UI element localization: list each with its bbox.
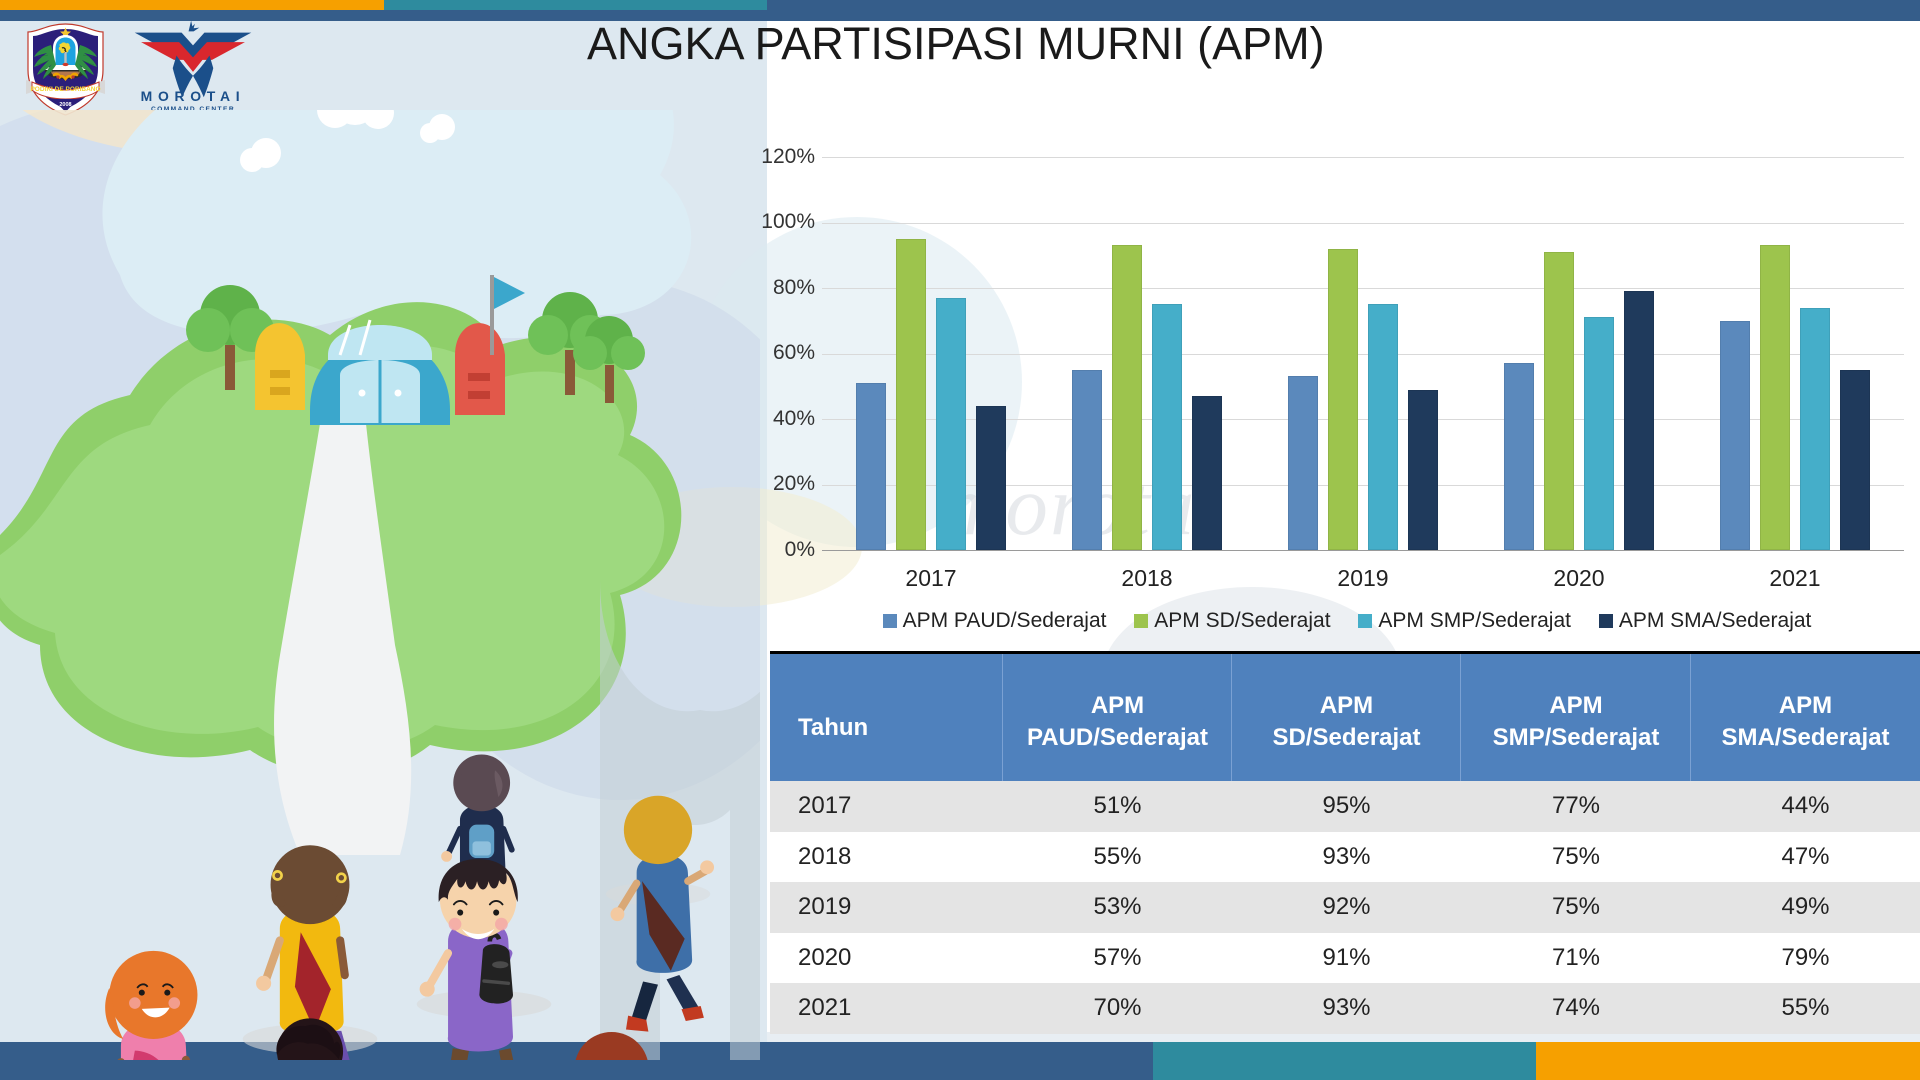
svg-text:MOROTAI: MOROTAI [141, 88, 246, 104]
svg-text:PODIKI DE PORIBANO: PODIKI DE PORIBANO [30, 86, 100, 93]
svg-text:2008: 2008 [59, 102, 71, 108]
